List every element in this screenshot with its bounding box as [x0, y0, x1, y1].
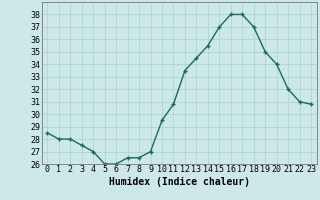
X-axis label: Humidex (Indice chaleur): Humidex (Indice chaleur): [109, 177, 250, 187]
